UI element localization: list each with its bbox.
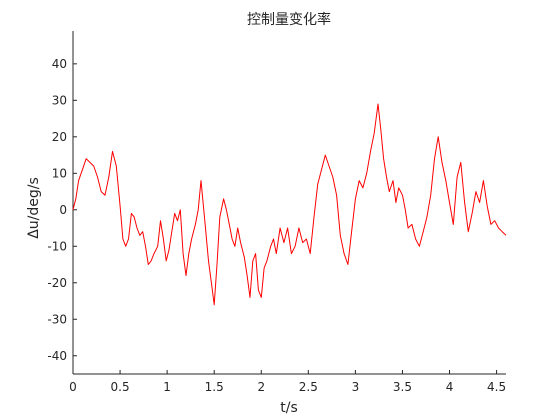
- y-tick-label: 30: [52, 93, 67, 107]
- x-tick-label: 1: [163, 380, 171, 394]
- x-tick-label: 3.5: [393, 380, 412, 394]
- x-tick-label: 1.5: [205, 380, 224, 394]
- x-axis-ticks: 0 0.5 1 1.5 2 2.5 3 3.5 4 4.5: [69, 370, 506, 394]
- y-axis-label: Δu/deg/s: [26, 177, 42, 239]
- x-tick-label: 4.5: [487, 380, 506, 394]
- axes-box: [72, 31, 506, 375]
- y-tick-label: -20: [47, 276, 67, 290]
- x-tick-label: 2.5: [299, 380, 318, 394]
- series-layer: [72, 103, 507, 306]
- chart-title: 控制量变化率: [247, 11, 331, 28]
- y-tick-label: 20: [52, 130, 67, 144]
- y-tick-label: -10: [47, 239, 67, 253]
- y-tick-label: 40: [52, 57, 67, 71]
- x-tick-label: 2: [257, 380, 265, 394]
- y-axis-ticks: -40 -30 -20 -10 0 10 20 30 40: [47, 57, 77, 363]
- series-line-0: [72, 103, 507, 306]
- x-tick-label: 3: [352, 380, 360, 394]
- y-tick-label: -30: [47, 312, 67, 326]
- x-tick-label: 0.5: [111, 380, 130, 394]
- x-tick-label: 4: [446, 380, 454, 394]
- x-tick-label: 0: [69, 380, 77, 394]
- y-tick-label: -40: [47, 349, 67, 363]
- y-tick-label: 10: [52, 166, 67, 180]
- x-axis-label: t/s: [280, 400, 298, 416]
- y-tick-label: 0: [59, 203, 67, 217]
